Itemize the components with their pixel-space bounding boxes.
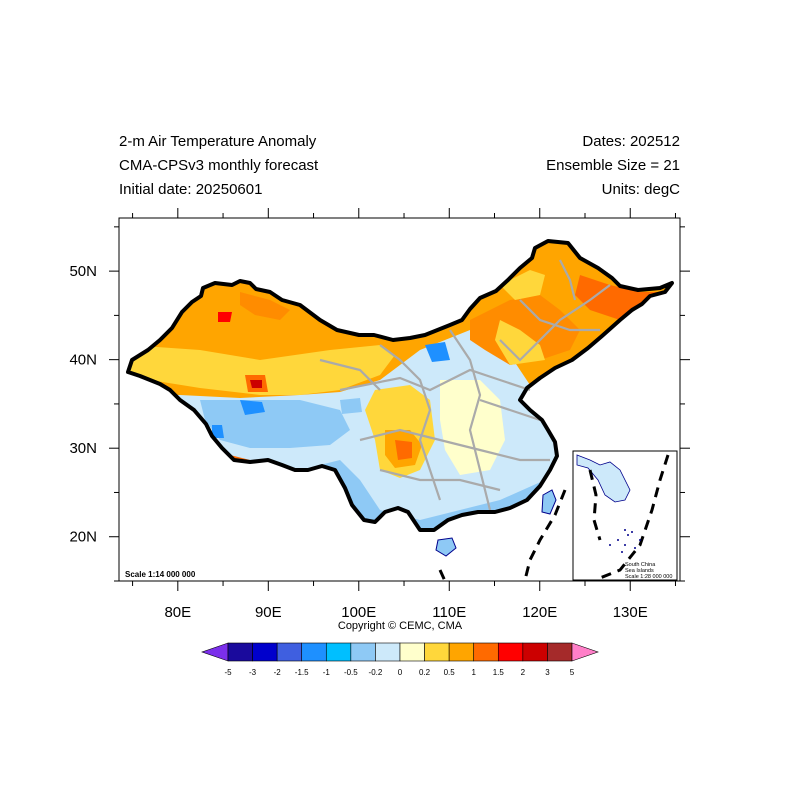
colorbar-label: 0 xyxy=(397,668,403,677)
colorbar-box xyxy=(399,642,425,662)
china-border xyxy=(126,239,674,532)
x-tick-label: 130E xyxy=(613,604,648,621)
colorbar-label: -3 xyxy=(249,668,257,677)
y-tick-label: 50N xyxy=(69,263,97,280)
colorbar-label: -5 xyxy=(224,668,232,677)
colorbar-label: 0.5 xyxy=(443,668,455,677)
inset-map: South China Sea Islands Scale 1:28 000 0… xyxy=(572,450,678,581)
x-tick-label: 100E xyxy=(341,604,376,621)
inset-title-3: Scale 1:28 000 000 xyxy=(625,574,672,580)
colorbar-box xyxy=(276,642,303,662)
info-line-2: Ensemble Size = 21 xyxy=(546,157,680,174)
colorbar-box xyxy=(547,642,573,662)
x-tick-label: 90E xyxy=(255,604,282,621)
colorbar-box xyxy=(473,642,499,662)
colorbar-label: 0.2 xyxy=(419,668,431,677)
colorbar-label: -1 xyxy=(322,668,330,677)
colorbar-label: -0.2 xyxy=(368,668,383,677)
colorbar-box xyxy=(325,642,352,662)
colorbar-right-arrow xyxy=(571,642,599,662)
title-line-1: 2-m Air Temperature Anomaly xyxy=(119,133,317,150)
x-tick-label: 80E xyxy=(164,604,191,621)
inset-title-1: South China xyxy=(625,562,656,568)
colorbar-label: -0.5 xyxy=(343,668,358,677)
colorbar-label: 2 xyxy=(520,668,526,677)
colorbar-label: 3 xyxy=(545,668,550,677)
colorbar-box xyxy=(424,642,450,662)
colorbar-label: 1.5 xyxy=(492,668,504,677)
copyright-text: Copyright © CEMC, CMA xyxy=(337,620,463,632)
info-line-3: Units: degC xyxy=(601,181,680,198)
map-frame xyxy=(118,217,681,582)
colorbar-label: 5 xyxy=(569,668,575,677)
y-tick-label: 40N xyxy=(69,352,97,369)
hainan-island xyxy=(435,537,457,557)
map-ticks xyxy=(109,208,690,591)
inset-title-2: Sea Islands xyxy=(625,568,654,574)
colorbar-box xyxy=(375,642,401,662)
colorbar-label: 1 xyxy=(471,668,476,677)
maritime-boundary xyxy=(438,489,567,582)
map-tick-labels: 80E 90E 100E 110E 120E 130E 50N 40N 30N 20N xyxy=(69,263,647,621)
taiwan-island xyxy=(541,489,557,515)
colorbar-left-arrow xyxy=(201,642,229,662)
colorbar-label: -2 xyxy=(273,668,281,677)
colorbar-box xyxy=(252,642,278,662)
colorbar-box xyxy=(497,642,524,662)
province-borders xyxy=(319,259,611,511)
info-line-1: Dates: 202512 xyxy=(582,133,680,150)
y-tick-label: 30N xyxy=(69,440,97,457)
x-tick-label: 120E xyxy=(522,604,557,621)
colorbar-box xyxy=(301,642,327,662)
y-tick-label: 20N xyxy=(69,529,97,546)
colorbar-label: -1.5 xyxy=(294,668,309,677)
colorbar-box xyxy=(227,642,253,662)
colorbar xyxy=(201,642,599,662)
title-line-3: Initial date: 20250601 xyxy=(119,181,263,198)
colorbar-box xyxy=(350,642,376,662)
colorbar-box xyxy=(522,642,548,662)
colorbar-box xyxy=(448,642,475,662)
title-line-2: CMA-CPSv3 monthly forecast xyxy=(119,157,319,174)
map-scale-label: Scale 1:14 000 000 xyxy=(125,570,196,579)
x-tick-label: 110E xyxy=(432,604,466,621)
